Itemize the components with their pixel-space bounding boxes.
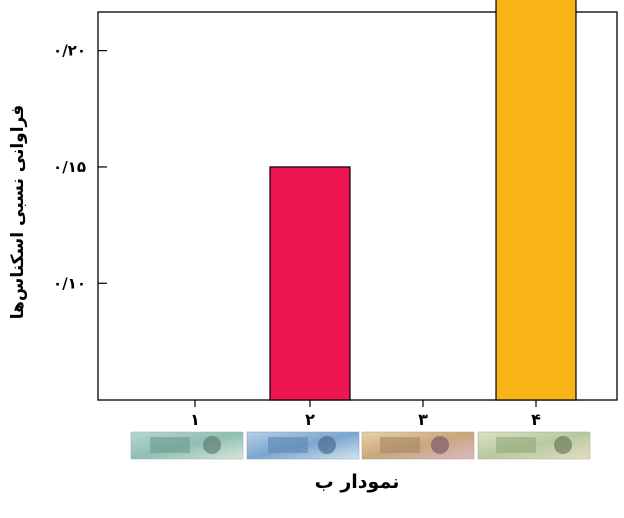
- bar-4: [495, 0, 577, 401]
- chart-caption: نمودار ب: [315, 471, 400, 493]
- banknote-image-2: [246, 431, 360, 460]
- x-tick-label-3: ۳: [418, 410, 428, 429]
- x-tick-label-2: ۲: [305, 410, 315, 429]
- y-tick-label-0: ۰/۱۰: [53, 274, 86, 292]
- x-tick-label-1: ۱: [190, 410, 200, 429]
- banknote-image-1: [130, 431, 244, 460]
- plot-frame: [97, 11, 618, 401]
- y-axis-ticks: ۰/۱۰۰/۱۵۰/۲۰۰/۳۰۰/۳۵۰/۴۰: [53, 42, 107, 292]
- banknote-images: [130, 431, 591, 460]
- y-axis-title: فراوانی نسبی اسکناس‌ها: [8, 105, 28, 320]
- bar-2: [269, 166, 351, 401]
- y-tick-label-2: ۰/۲۰: [53, 42, 86, 60]
- x-axis-ticks: ۱ ۲ ۳ ۴: [190, 400, 541, 429]
- x-tick-label-4: ۴: [531, 410, 541, 429]
- banknote-image-4: [477, 431, 591, 460]
- y-tick-label-1: ۰/۱۵: [53, 158, 86, 176]
- bars: [269, 0, 577, 401]
- banknote-image-3: [361, 431, 475, 460]
